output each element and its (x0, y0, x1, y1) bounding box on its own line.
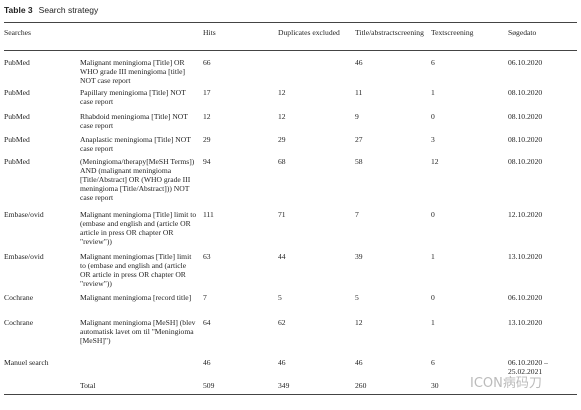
cell: 08.10.2020 (508, 135, 543, 144)
cell: 58 (355, 157, 363, 166)
cell: Malignant meningioma [MeSH] (blev automa… (80, 318, 196, 345)
cell: Embase/ovid (4, 210, 44, 219)
rule (4, 22, 577, 23)
cell: Anaplastic meningioma [Title] NOT case r… (80, 135, 191, 153)
cell: PubMed (4, 58, 30, 67)
header-cell: Title/abstractscreening (355, 28, 424, 37)
cell: 6 (431, 358, 435, 367)
cell: Cochrane (4, 318, 34, 327)
cell: 7 (355, 210, 359, 219)
cell: Malignant meningioma [record title] (80, 293, 192, 302)
cell: PubMed (4, 88, 30, 97)
watermark: ICON病码刀 (470, 376, 542, 391)
cell: 46 (355, 358, 363, 367)
cell: 1 (431, 318, 435, 327)
cell: (Meningioma/therapy[MeSH Terms]) AND (ma… (80, 157, 195, 202)
cell: Malignant meningiomas [Title] limit to (… (80, 252, 192, 288)
table-label: Table 3 (4, 5, 33, 15)
cell: 44 (278, 252, 286, 261)
cell: 08.10.2020 (508, 157, 543, 166)
cell: 349 (278, 381, 290, 390)
cell: 13.10.2020 (508, 252, 543, 261)
table-title: Table 3 Search strategy (4, 5, 98, 15)
cell: 12 (355, 318, 363, 327)
header-cell: Duplicates excluded (278, 28, 340, 37)
cell: PubMed (4, 157, 30, 166)
table-caption: Search strategy (38, 5, 99, 15)
cell: 29 (203, 135, 211, 144)
cell: 0 (431, 293, 435, 302)
cell: 17 (203, 88, 211, 97)
cell: 509 (203, 381, 215, 390)
cell: 0 (431, 112, 435, 121)
cell: 27 (355, 135, 363, 144)
cell: 08.10.2020 (508, 112, 543, 121)
cell: 06.10.2020 (508, 58, 543, 67)
cell: 46 (355, 58, 363, 67)
cell: 260 (355, 381, 367, 390)
cell: 0 (431, 210, 435, 219)
cell: PubMed (4, 135, 30, 144)
header-cell: Searches (4, 28, 31, 37)
cell: 06.10.2020 (508, 293, 543, 302)
cell: 111 (203, 210, 214, 219)
cell: 71 (278, 210, 286, 219)
cell: PubMed (4, 112, 30, 121)
cell: 29 (278, 135, 286, 144)
header-cell: Søgedato (508, 28, 537, 37)
cell: 62 (278, 318, 286, 327)
rule (4, 50, 577, 51)
cell: Malignant meningioma [Title] OR WHO grad… (80, 58, 186, 85)
cell: 63 (203, 252, 211, 261)
cell: 5 (278, 293, 282, 302)
cell: 46 (203, 358, 211, 367)
cell: Papillary meningioma [Title] NOT case re… (80, 88, 186, 106)
cell: 12 (203, 112, 211, 121)
cell: Embase/ovid (4, 252, 44, 261)
cell: 6 (431, 58, 435, 67)
header-cell: Textscreening (431, 28, 474, 37)
cell: Malignant meningioma [Title] limit to (e… (80, 210, 197, 246)
cell: 12 (431, 157, 439, 166)
cell: 66 (203, 58, 211, 67)
cell: 94 (203, 157, 211, 166)
cell: 12 (278, 112, 286, 121)
cell: 3 (431, 135, 435, 144)
cell: 12.10.2020 (508, 210, 543, 219)
cell: 13.10.2020 (508, 318, 543, 327)
cell: 30 (431, 381, 439, 390)
cell: 7 (203, 293, 207, 302)
cell: 12 (278, 88, 286, 97)
cell: 06.10.2020 – 25.02.2021 (508, 358, 548, 376)
cell: Rhabdoid meningioma [Title] NOT case rep… (80, 112, 188, 130)
cell: 1 (431, 252, 435, 261)
cell: 39 (355, 252, 363, 261)
rule (4, 394, 577, 395)
cell: 1 (431, 88, 435, 97)
cell: 11 (355, 88, 363, 97)
cell: 08.10.2020 (508, 88, 543, 97)
cell: 64 (203, 318, 211, 327)
cell: Total (80, 381, 96, 390)
cell: 68 (278, 157, 286, 166)
header-cell: Hits (203, 28, 216, 37)
cell: 9 (355, 112, 359, 121)
cell: 46 (278, 358, 286, 367)
cell: 5 (355, 293, 359, 302)
cell: Manuel search (4, 358, 49, 367)
cell: Cochrane (4, 293, 34, 302)
